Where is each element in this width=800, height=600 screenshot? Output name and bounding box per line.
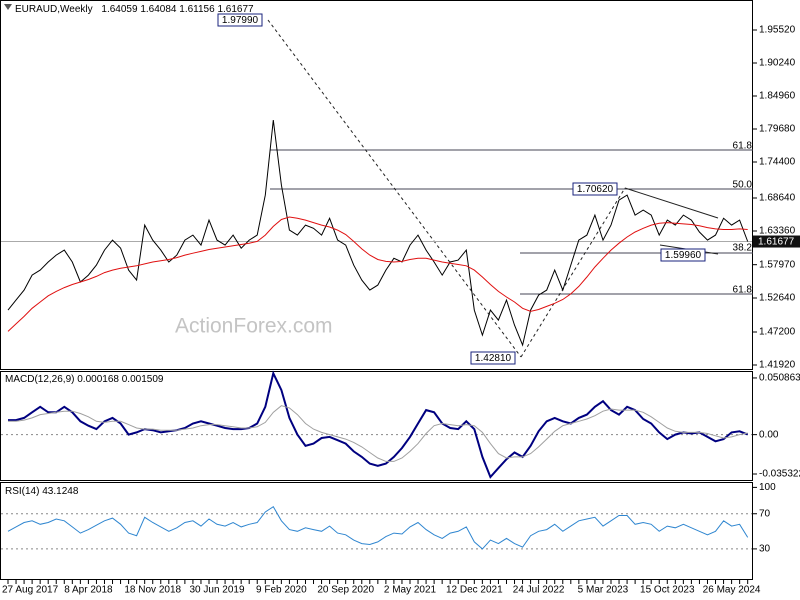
x-tick-label: 8 Apr 2018 [64,585,113,596]
annotation-box [470,351,516,365]
macd-value: 0.000168 [77,374,119,385]
y-tick-label: 0.00 [759,429,779,440]
annotation-label: 1.59960 [665,250,702,261]
price-panel [0,0,753,370]
series-line [8,370,749,479]
macd-panel [0,371,753,481]
y-tick-label: 30 [759,544,771,555]
fib-label: 38.2 [733,243,753,254]
y-tick-label: 0.050863 [759,373,800,384]
annotation-box [660,248,706,262]
x-tick-label: 2 May 2021 [384,585,437,596]
current-price-box [753,235,800,248]
y-tick-label: 1.74400 [759,157,796,168]
x-tick-label: 15 Oct 2023 [640,585,695,596]
macd-header: MACD(12,26,9) 0.000168 0.001509 [5,374,164,385]
signal-value: 0.001509 [122,374,164,385]
y-tick-label: 1.57970 [759,259,796,270]
y-tick-label: 1.68640 [759,193,796,204]
x-tick-label: 30 Jun 2019 [190,585,245,596]
trend-line [624,187,719,219]
watermark: ActionForex.com [175,315,333,338]
x-tick-label: 18 Nov 2018 [124,585,181,596]
y-tick-label: 1.79680 [759,124,796,135]
x-tick-label: 26 May 2024 [703,585,761,596]
x-tick-label: 9 Feb 2020 [256,585,307,596]
rsi-header: RSI(14) 43.1248 [5,486,79,497]
annotation-label: 1.70620 [577,184,614,195]
y-tick-label: 1.41920 [759,360,796,371]
price-header: EURAUD,Weekly 1.64059 1.64084 1.61156 1.… [15,4,254,15]
x-tick-label: 27 Aug 2017 [2,585,59,596]
x-tick-label: 20 Sep 2020 [317,585,374,596]
series-line [7,505,749,550]
macd-title: MACD(12,26,9) [5,374,74,385]
y-tick-label: 1.52640 [759,293,796,304]
annotation-box [572,182,618,196]
x-tick-label: 5 Mar 2023 [578,585,629,596]
fib-label: 61.8 [733,141,753,152]
annotation-label: 1.42810 [475,353,512,364]
low: 1.61156 [179,4,215,15]
rsi-title: RSI(14) [5,486,39,497]
trend-line [267,19,522,358]
x-tick-label: 24 Jul 2022 [513,585,565,596]
current-price-label: 1.61677 [758,237,795,248]
x-tick-label: 12 Dec 2021 [446,585,503,596]
close: 1.61677 [217,4,254,15]
fib-label: 50.0 [733,180,753,191]
series-line [8,405,748,462]
y-tick-label: 1.90240 [759,58,796,69]
rsi-value: 43.1248 [42,486,79,497]
fib-label: 61.8 [733,285,753,296]
y-tick-label: 1.95520 [759,25,796,36]
symbol: EURAUD,Weekly [15,4,93,15]
annotation-box [217,13,263,27]
series-line [7,216,748,332]
high: 1.64084 [140,4,177,15]
y-tick-label: 1.63360 [759,226,796,237]
open: 1.64059 [101,4,138,15]
icon [4,4,12,10]
y-tick-label: 1.84960 [759,91,796,102]
series-line [7,120,749,347]
y-tick-label: 70 [759,508,771,519]
y-tick-label: 100 [759,482,776,493]
rsi-panel [0,482,753,580]
annotation-label: 1.97990 [222,15,259,26]
y-tick-label: 1.47200 [759,327,796,338]
y-tick-label: -0.035322 [759,469,800,480]
